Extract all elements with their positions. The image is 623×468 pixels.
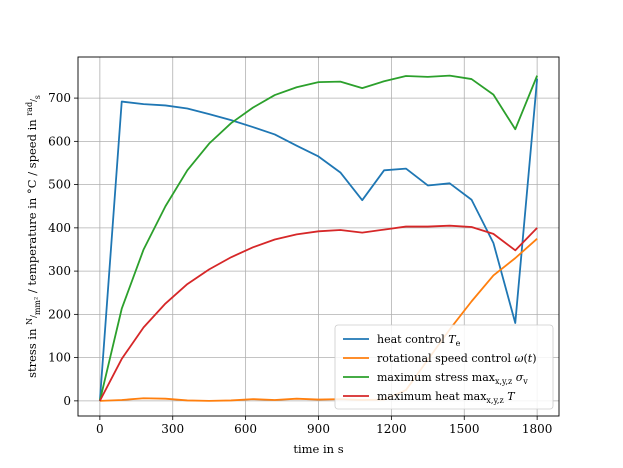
legend-entry: maximum stress maxx,y,z σv [377, 371, 528, 386]
x-axis-label: time in s [293, 442, 343, 456]
y-axis-label: stress in N/mm² / temperature in °C / sp… [25, 95, 43, 378]
series-lines [98, 74, 539, 402]
legend-entry: heat control Te [377, 333, 461, 348]
series-line-2 [99, 237, 538, 402]
x-tick-label: 0 [96, 422, 104, 436]
y-tick-label: 600 [48, 134, 71, 148]
legend: heat control Te rotational speed control … [334, 324, 554, 410]
series-line-1 [98, 78, 539, 401]
x-tick-label: 1800 [522, 422, 553, 436]
y-tick-label: 100 [48, 351, 71, 365]
series-line-4 [99, 224, 538, 402]
x-tick-label: 1200 [376, 422, 407, 436]
y-tick-label: 0 [63, 394, 71, 408]
axis-ticks: 0 300 600 900 1200 1500 1800 0 100 200 300 400 500 60… [48, 91, 552, 436]
y-tick-label: 200 [48, 307, 71, 321]
legend-box [334, 324, 554, 410]
x-tick-label: 900 [307, 422, 330, 436]
legend-entry: maximum heat maxx,y,z T [377, 390, 516, 405]
legend-entry: rotational speed control ω(t) [377, 352, 537, 365]
grid [78, 57, 559, 416]
x-tick-label: 600 [234, 422, 257, 436]
svg-text:stress in N/mm²: stress in N/mm² / temperature in °C / sp… [25, 95, 43, 378]
y-tick-label: 500 [48, 178, 71, 192]
series-line-3 [98, 74, 538, 402]
x-tick-label: 300 [161, 422, 184, 436]
y-tick-label: 700 [48, 91, 71, 105]
y-tick-label: 400 [48, 221, 71, 235]
y-tick-label: 300 [48, 264, 71, 278]
x-tick-label: 1500 [449, 422, 480, 436]
